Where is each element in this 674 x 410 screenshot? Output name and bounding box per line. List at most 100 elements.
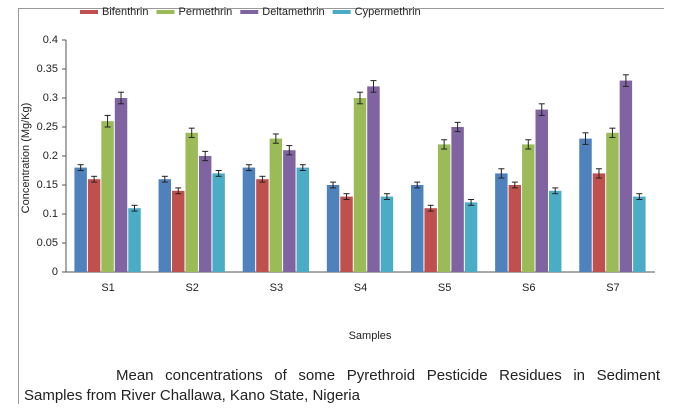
bar (508, 185, 522, 272)
legend-swatch (332, 10, 351, 14)
bar (437, 144, 451, 272)
bar (410, 185, 424, 272)
bar (74, 167, 87, 272)
legend-label: Bifenthrin (102, 6, 148, 18)
bar (242, 167, 256, 272)
x-tick-label: S4 (354, 282, 367, 294)
bar (592, 173, 606, 272)
error-bar (215, 170, 222, 177)
y-tick-label: 0.2 (43, 150, 58, 162)
error-bar (609, 127, 616, 138)
error-bar (498, 168, 505, 179)
error-bar (357, 91, 363, 105)
error-bar (468, 199, 475, 206)
bar (380, 196, 394, 272)
error-bar (343, 193, 350, 200)
x-tick-label: S2 (185, 282, 198, 294)
error-bar (414, 181, 421, 189)
bar (340, 196, 353, 272)
error-bar (259, 175, 266, 183)
bar (269, 138, 283, 272)
bar (424, 208, 437, 272)
error-bar (454, 121, 461, 133)
error-bar (202, 150, 209, 162)
error-bar (161, 175, 168, 183)
bar (296, 167, 310, 272)
bar (114, 98, 128, 272)
error-bar (525, 139, 532, 150)
error-bar (77, 164, 84, 171)
legend-swatch (240, 10, 259, 14)
error-bar (91, 175, 98, 183)
bar (198, 156, 212, 272)
x-axis-label: Samples (349, 330, 392, 342)
error-bar (538, 103, 545, 116)
error-bar (370, 80, 377, 93)
bar (326, 185, 340, 272)
error-bar (104, 114, 111, 128)
error-bar (636, 193, 643, 200)
error-bar (131, 204, 138, 212)
error-bar (286, 145, 293, 156)
bar (256, 179, 269, 272)
y-tick-label: 0.05 (37, 237, 58, 249)
bar (495, 173, 508, 272)
y-tick-label: 0.35 (37, 63, 58, 75)
x-tick-label: S5 (438, 282, 451, 294)
error-bar (299, 164, 306, 171)
bar (579, 138, 592, 272)
error-bar (118, 91, 125, 105)
bar (185, 132, 198, 272)
error-bar (383, 193, 390, 200)
y-tick-label: 0.15 (37, 179, 58, 191)
error-bar (552, 187, 559, 195)
x-tick-label: S1 (101, 282, 114, 294)
figure-caption: Mean concentrations of some Pyrethroid P… (24, 367, 660, 404)
error-bar (188, 127, 195, 138)
bar (353, 98, 367, 272)
x-tick-label: S7 (606, 282, 619, 294)
y-tick-label: 0.3 (43, 92, 58, 104)
legend-swatch (156, 10, 175, 14)
error-bar (441, 139, 448, 150)
y-tick-label: 0.4 (43, 34, 58, 46)
legend-label: Deltamethrin (262, 6, 324, 18)
bar (101, 121, 114, 272)
bar (633, 196, 646, 272)
error-bar (427, 204, 434, 212)
figure-frame (18, 8, 664, 404)
legend-label: Permethrin (178, 6, 232, 18)
bar (619, 80, 633, 272)
bar (172, 190, 185, 272)
legend-swatch (80, 10, 98, 14)
error-bar (272, 133, 279, 144)
bar (212, 173, 225, 272)
bar (522, 144, 535, 272)
error-bar (622, 74, 629, 87)
x-tick-label: S3 (270, 282, 283, 294)
bar (87, 179, 101, 272)
bar (606, 132, 619, 272)
bar (128, 208, 141, 272)
error-bar (245, 164, 252, 171)
x-tick-label: S6 (522, 282, 535, 294)
bar (283, 150, 296, 272)
legend-label: Cypermethrin (355, 6, 421, 18)
error-bar (582, 132, 589, 145)
error-bar (330, 181, 337, 189)
bar (451, 127, 464, 272)
bar (548, 190, 562, 272)
error-bar (175, 187, 182, 195)
y-tick-label: 0.1 (43, 208, 58, 220)
bar (158, 179, 172, 272)
bar (367, 86, 380, 273)
y-tick-label: 0 (52, 266, 58, 278)
bar (464, 202, 478, 272)
chart: Concentration (Mg/Kg) Samples 0 0.05 0.1 0.… (20, 6, 655, 342)
bar (535, 109, 548, 272)
error-bar (595, 168, 602, 179)
error-bar (511, 181, 518, 189)
y-axis-label: Concentration (Mg/Kg) (20, 103, 32, 214)
y-tick-label: 0.25 (37, 121, 58, 133)
